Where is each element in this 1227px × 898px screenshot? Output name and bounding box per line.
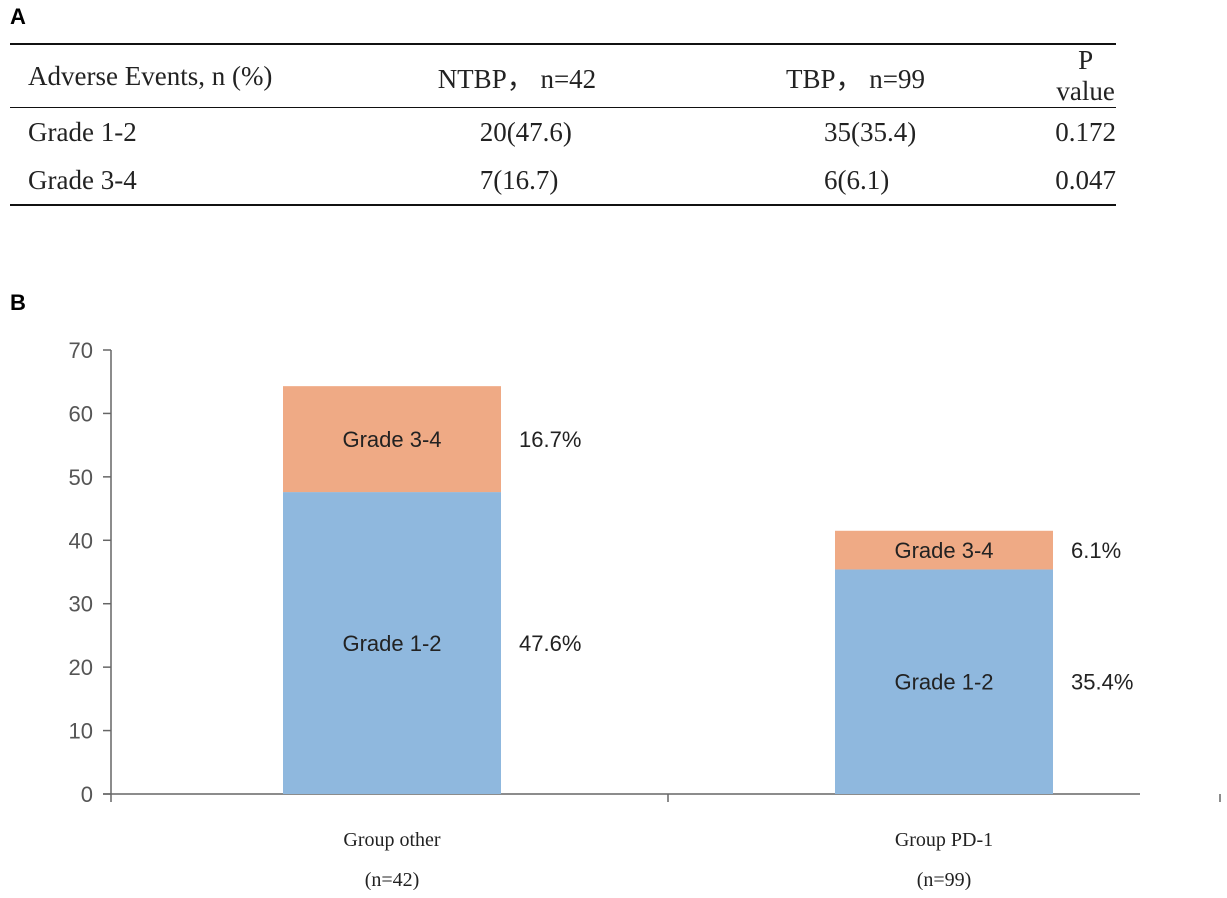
y-tick-label: 30 xyxy=(69,592,93,617)
panel-b-label: B xyxy=(10,290,26,315)
row-2-ntbp: 7(16.7) xyxy=(479,164,559,195)
stacked-bar-chart: 0 10 20 30 40 50 60 70 Grade 1-2 47.6% Grade 3-4 16… xyxy=(69,338,1221,890)
row-1-grade: Grade 1-2 xyxy=(28,116,137,147)
x-category-sublabel: (n=42) xyxy=(365,869,420,890)
table-header-row: Adverse Events, n (%) NTBP， n=42 TBP， n=… xyxy=(10,44,1116,108)
y-tick-label: 60 xyxy=(69,401,93,426)
segment-label: Grade 1-2 xyxy=(342,631,441,656)
y-tick-label: 70 xyxy=(69,338,93,363)
segment-label: Grade 3-4 xyxy=(342,427,441,452)
header-ntbp: NTBP， n=42 xyxy=(437,63,597,94)
segment-label: Grade 3-4 xyxy=(894,538,993,563)
y-tick-label: 20 xyxy=(69,655,93,680)
header-p-value: P value xyxy=(1056,45,1115,106)
bar-segment-grade-3-4 xyxy=(283,386,501,493)
x-category-sublabel: (n=99) xyxy=(917,869,972,890)
y-tick-label: 10 xyxy=(69,719,93,744)
row-2-tbp: 6(6.1) xyxy=(824,164,890,195)
x-category-label: Group other xyxy=(343,829,441,851)
adverse-events-table: Adverse Events, n (%) NTBP， n=42 TBP， n=… xyxy=(10,43,1116,206)
row-1-p-value: 0.172 xyxy=(1055,116,1116,147)
row-2-grade: Grade 3-4 xyxy=(28,164,137,195)
header-adverse-events: Adverse Events, n (%) xyxy=(28,60,273,91)
panel-a-label: A xyxy=(10,4,26,29)
adverse-events-table-wrap: Adverse Events, n (%) NTBP， n=42 TBP， n=… xyxy=(10,43,1116,206)
row-2-p-value: 0.047 xyxy=(1055,164,1116,195)
table-row: Grade 1-2 20(47.6) 35(35.4) 0.172 xyxy=(10,108,1116,157)
y-tick-label: 50 xyxy=(69,465,93,490)
x-category-label: Group PD-1 xyxy=(895,829,993,851)
bar-segment-grade-3-4 xyxy=(835,530,1053,570)
data-label: 16.7% xyxy=(519,427,581,452)
segment-label: Grade 1-2 xyxy=(894,670,993,695)
table-row: Grade 3-4 7(16.7) 6(6.1) 0.047 xyxy=(10,156,1116,205)
y-tick-label: 40 xyxy=(69,528,93,553)
header-tbp: TBP， n=99 xyxy=(786,63,926,94)
bar-segment-grade-1-2 xyxy=(283,492,501,794)
data-label: 47.6% xyxy=(519,631,581,656)
bar-segment-grade-1-2 xyxy=(835,569,1053,794)
row-1-ntbp: 20(47.6) xyxy=(479,116,572,147)
row-1-tbp: 35(35.4) xyxy=(824,116,917,147)
data-label: 35.4% xyxy=(1071,670,1133,695)
y-tick-label: 0 xyxy=(81,782,93,807)
data-label: 6.1% xyxy=(1071,538,1121,563)
